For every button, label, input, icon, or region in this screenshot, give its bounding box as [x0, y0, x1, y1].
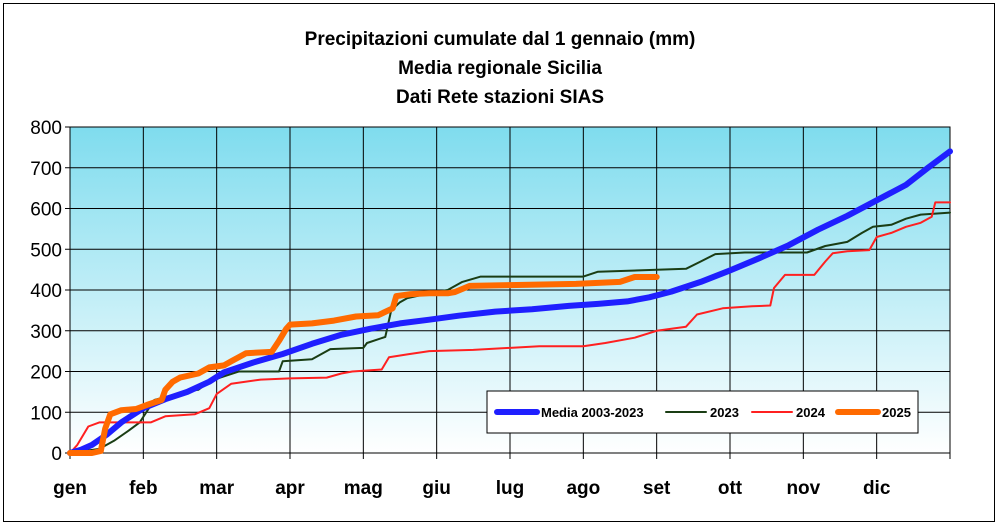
axes: 0 100 200 300 400 500 600 700 800 gen feb mar apr mag… [30, 118, 951, 499]
y-tick-label: 500 [30, 240, 62, 261]
chart-title-line-1: Precipitazioni cumulate dal 1 gennaio (m… [304, 29, 696, 50]
y-tick-label: 800 [30, 118, 62, 139]
series-line-2024 [69, 201, 951, 454]
y-tick-label: 200 [30, 363, 62, 384]
x-tick-label: feb [129, 478, 158, 499]
y-tick-label: 400 [30, 281, 62, 302]
x-tick-label: dic [863, 478, 891, 499]
x-tick-label: gen [53, 478, 87, 499]
chart-title-line-3: Dati Rete stazioni SIAS [396, 87, 604, 108]
x-tick-label: mar [199, 478, 234, 499]
y-tick-label: 700 [30, 159, 62, 180]
y-tick-label: 0 [51, 444, 62, 465]
series-lines [67, 148, 953, 456]
legend-label: 2025 [882, 405, 911, 420]
x-tick-label: apr [275, 478, 305, 499]
x-tick-label: ago [566, 478, 600, 499]
y-tick-label: 300 [30, 322, 62, 343]
legend-label: 2024 [796, 405, 826, 420]
legend-label: Media 2003-2023 [541, 405, 644, 420]
x-tick-label: lug [496, 478, 525, 499]
x-tick-label: set [643, 478, 671, 499]
x-tick-label: ott [718, 478, 743, 499]
x-tick-label: giu [422, 478, 451, 499]
x-tick-label: nov [786, 478, 820, 499]
chart-title-line-2: Media regionale Sicilia [398, 58, 602, 79]
series-line-2025 [67, 274, 660, 456]
legend-label: 2023 [710, 405, 739, 420]
y-tick-label: 600 [30, 200, 62, 221]
x-tick-label: mag [344, 478, 383, 499]
legend: Media 2003-2023 2023 2024 2025 [486, 390, 919, 434]
y-tick-label: 100 [30, 403, 62, 424]
chart-title: Precipitazioni cumulate dal 1 gennaio (m… [0, 25, 1000, 112]
